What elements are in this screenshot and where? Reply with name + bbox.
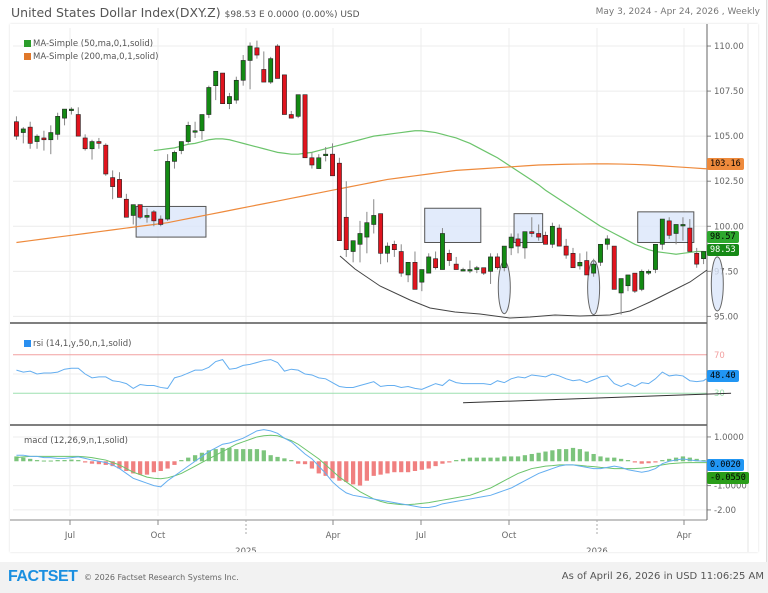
date-range[interactable]: May 3, 2024 - Apr 24, 2026 , Weekly (595, 7, 760, 17)
svg-text:102.50: 102.50 (714, 177, 744, 187)
legend-swatch-icon (24, 53, 31, 60)
legend-swatch-icon (24, 40, 31, 47)
chart-title: United States Dollar Index(DXY.Z) $98.53 … (11, 5, 360, 20)
ma200-value-tag: 103.16 (707, 158, 744, 170)
svg-text:107.50: 107.50 (714, 87, 744, 97)
svg-text:Oct: Oct (502, 531, 517, 541)
chart-window: United States Dollar Index(DXY.Z) $98.53 … (0, 0, 767, 563)
svg-text:Apr: Apr (677, 531, 692, 541)
svg-text:Jul: Jul (415, 531, 426, 541)
as-of-timestamp: As of April 26, 2026 in USD 11:06:25 AM (561, 571, 764, 582)
quote-summary: $98.53 E 0.0000 (0.00%) USD (224, 10, 360, 20)
last-price-tag: 98.53 (707, 244, 739, 256)
signal-value-tag: -0.0550 (707, 472, 749, 484)
legend-rsi[interactable]: rsi (14,1,y,50,n,1,solid) (24, 339, 131, 349)
rsi-value-tag: 48.40 (707, 370, 739, 382)
svg-text:97.50: 97.50 (714, 267, 738, 277)
svg-text:100.00: 100.00 (714, 222, 744, 232)
ma50-value-tag: 98.57 (707, 231, 739, 243)
svg-text:2025: 2025 (235, 547, 257, 552)
svg-text:-2.00: -2.00 (714, 506, 736, 516)
svg-text:95.00: 95.00 (714, 312, 738, 322)
svg-text:110.00: 110.00 (714, 42, 744, 52)
svg-text:Jul: Jul (64, 531, 75, 541)
copyright: © 2026 Factset Research Systems Inc. (84, 573, 239, 582)
macd-value-tag: 0.0020 (707, 459, 744, 471)
svg-text:2026: 2026 (586, 547, 608, 552)
svg-text:Oct: Oct (151, 531, 166, 541)
chart-canvas[interactable]: 95.00 97.50 100.00 102.50 105.00 107.50 110.00… (10, 24, 758, 552)
chart-area[interactable]: 95.00 97.50 100.00 102.50 105.00 107.50 110.00… (10, 24, 758, 552)
svg-text:1.0000: 1.0000 (714, 433, 744, 443)
legend-ma50[interactable]: MA-Simple (50,ma,0,1,solid) (24, 39, 153, 49)
security-name: United States Dollar Index(DXY.Z) (11, 5, 221, 20)
svg-text:70: 70 (714, 351, 725, 361)
svg-text:30: 30 (714, 389, 725, 399)
svg-text:105.00: 105.00 (714, 132, 744, 142)
svg-text:Apr: Apr (326, 531, 341, 541)
svg-text:-1.0000: -1.0000 (714, 482, 747, 492)
legend-ma200[interactable]: MA-Simple (200,ma,0,1,solid) (24, 52, 158, 62)
footer: FACTSET © 2026 Factset Research Systems … (0, 562, 768, 593)
factset-logo: FACTSET (8, 568, 78, 585)
legend-swatch-icon (24, 340, 31, 347)
legend-macd[interactable]: macd (12,26,9,n,1,solid) (24, 436, 128, 446)
